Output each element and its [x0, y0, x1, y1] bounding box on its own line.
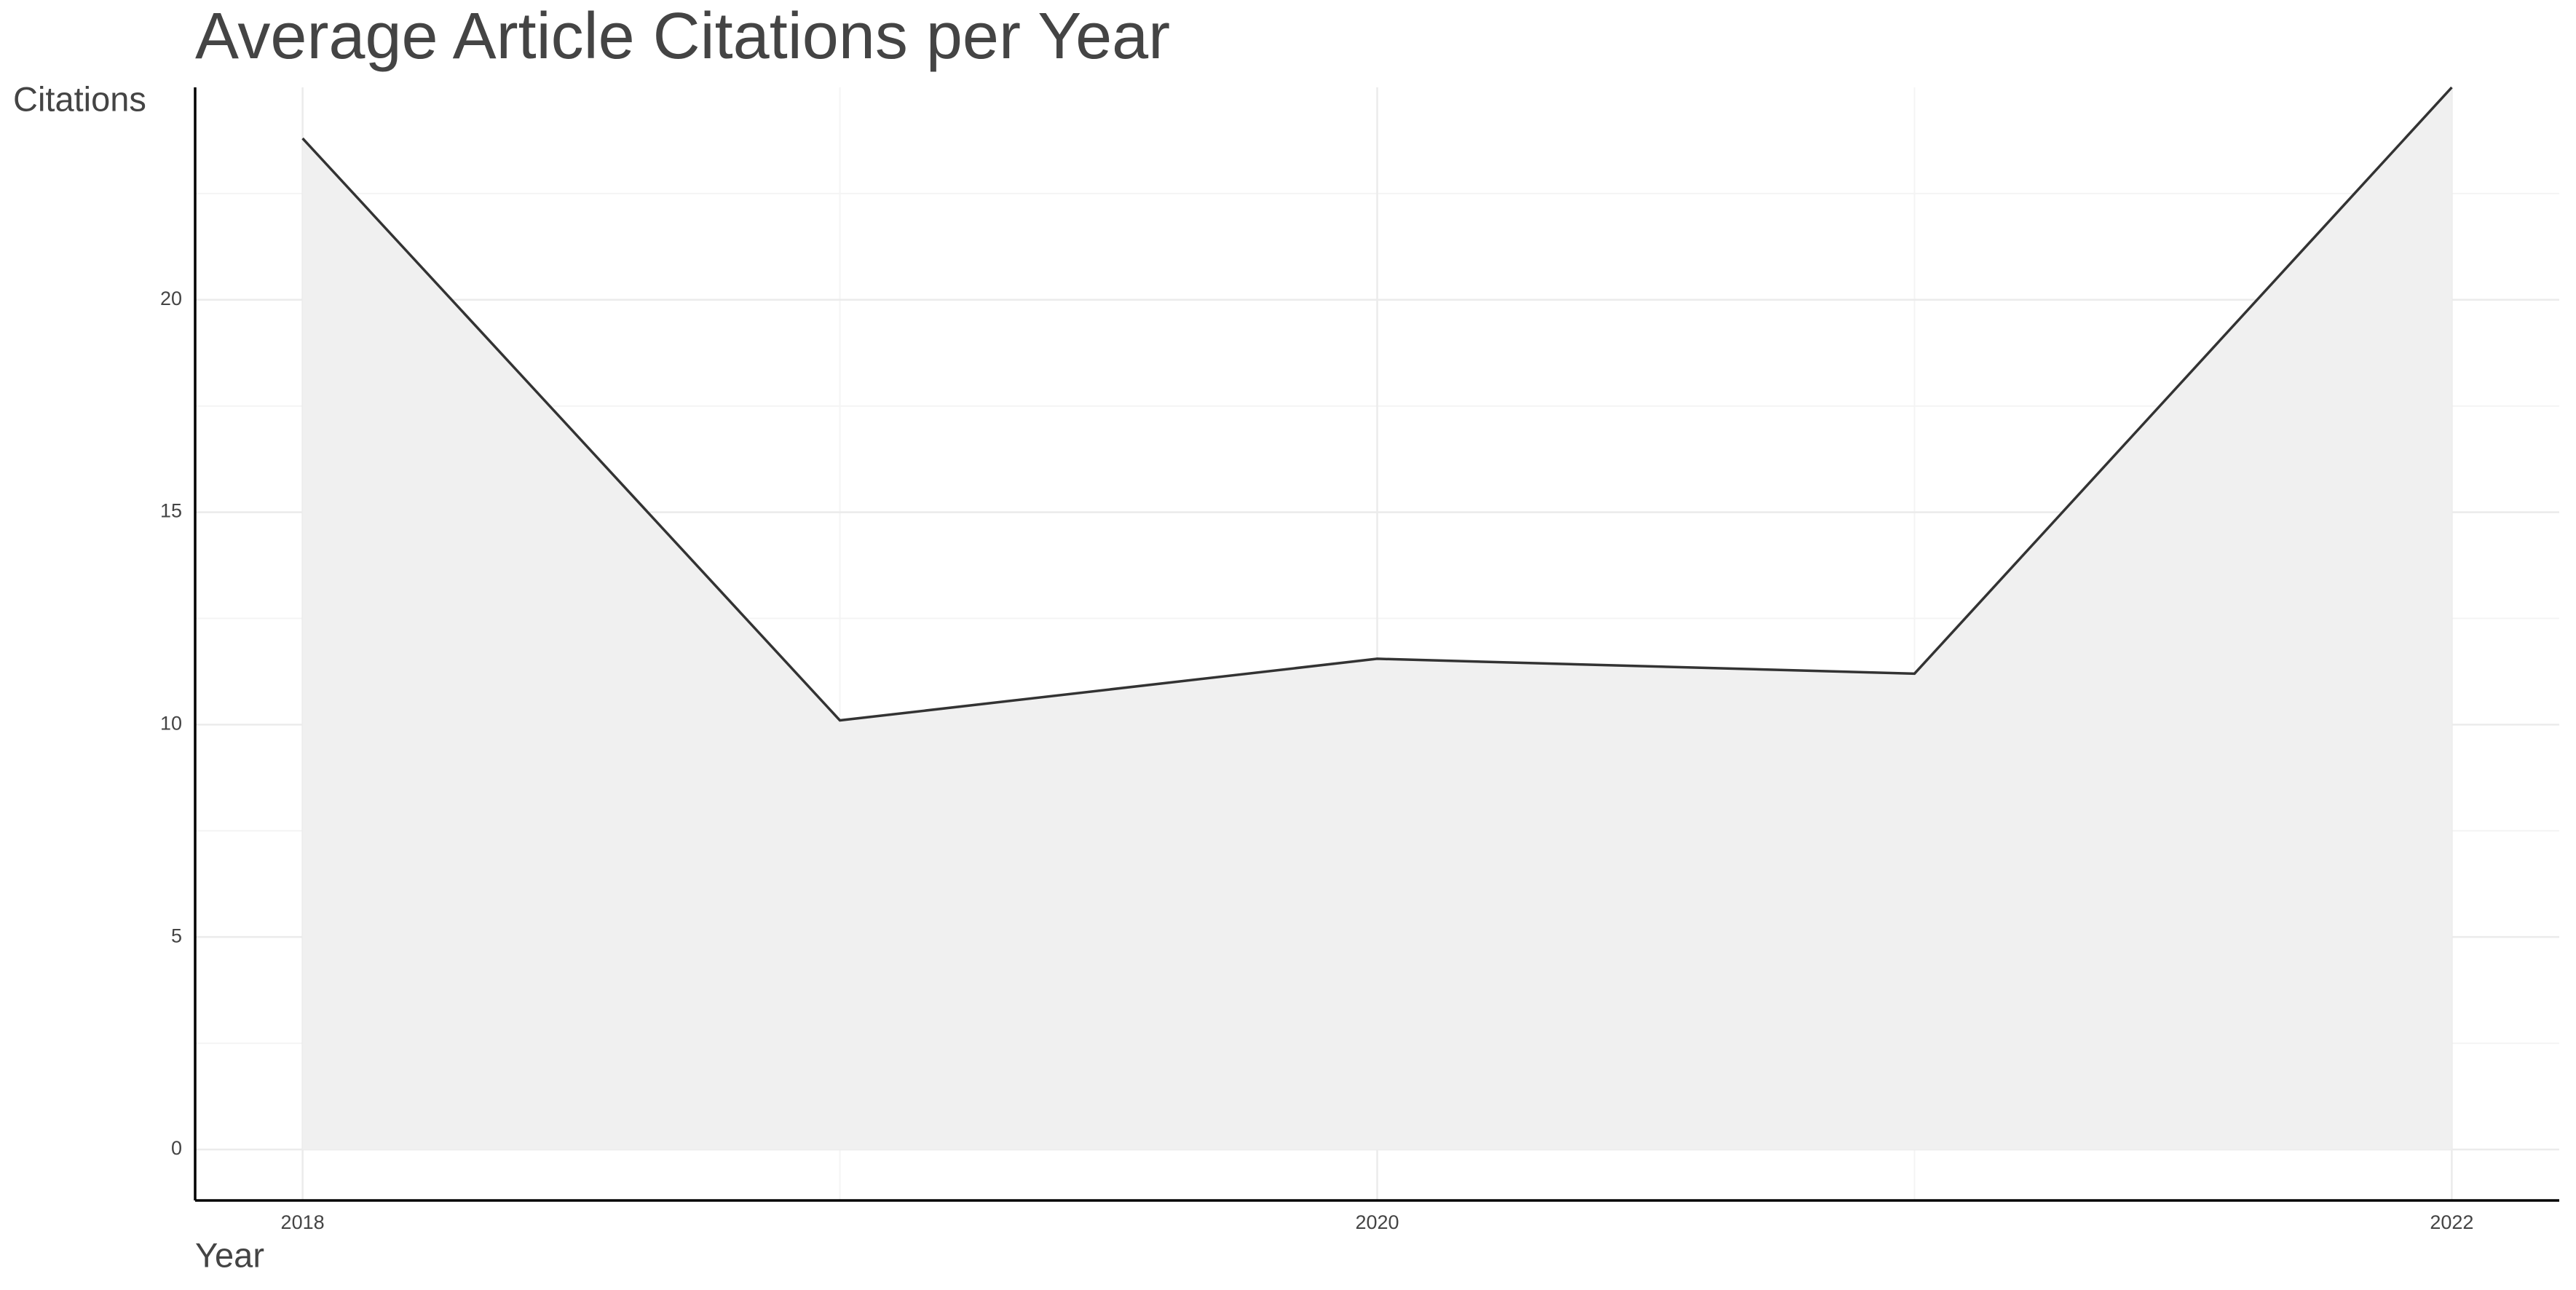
y-tick-label: 10 — [160, 713, 182, 735]
y-axis-label: Citations — [13, 79, 146, 118]
y-tick-label: 20 — [160, 288, 182, 309]
y-tick-label: 5 — [171, 925, 182, 946]
x-tick-label: 2020 — [1355, 1211, 1399, 1233]
y-tick-label: 0 — [171, 1137, 182, 1159]
y-tick-label: 15 — [160, 500, 182, 522]
x-tick-label: 2022 — [2430, 1211, 2473, 1233]
chart-title: Average Article Citations per Year — [195, 0, 1170, 73]
x-tick-label: 2018 — [281, 1211, 325, 1233]
line — [301, 86, 2453, 722]
x-axis-label: Year — [195, 1235, 264, 1274]
area — [302, 87, 2452, 1149]
